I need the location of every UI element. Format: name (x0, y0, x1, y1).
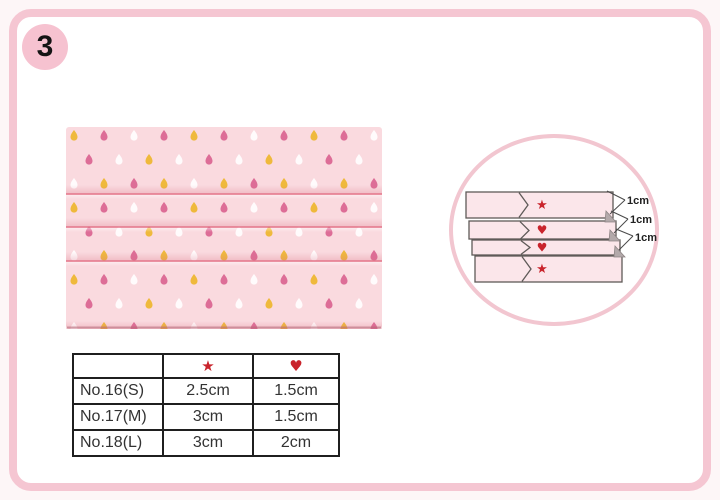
cut-mark (520, 240, 532, 255)
step-number: 3 (36, 30, 54, 63)
measure-label: 1cm (635, 232, 657, 244)
leader-line (615, 228, 634, 251)
pleat-strip (468, 220, 617, 240)
step-number-badge: 3 (22, 24, 68, 70)
heart-value: 1.5cm (252, 377, 340, 405)
fold-wedge (613, 245, 626, 258)
pleat-diagram: ★ ♥ ♥ ★ 1cm 1cm 1cm (465, 190, 657, 283)
header-star-icon: ★ (162, 353, 254, 379)
cut-mark (519, 221, 530, 240)
fold-wedge (608, 229, 621, 242)
pleat-strip (471, 239, 621, 256)
fold-wedge (604, 210, 617, 223)
size-chart-table: ★ ♥ No.16(S) 2.5cm 1.5cm No.17(M) 3cm 1.… (72, 353, 340, 457)
star-value: 2.5cm (162, 377, 254, 405)
star-symbol: ★ (536, 198, 548, 213)
heart-symbol: ♥ (537, 241, 548, 255)
pleat-strip (465, 191, 614, 219)
star-value: 3cm (162, 429, 254, 457)
size-cell: No.17(M) (72, 403, 164, 431)
table-row: No.18(L) 3cm 2cm (72, 429, 340, 457)
size-cell: No.16(S) (72, 377, 164, 405)
size-cell: No.18(L) (72, 429, 164, 457)
header-heart-icon: ♥ (252, 353, 340, 379)
heart-value: 1.5cm (252, 403, 340, 431)
cut-mark (518, 192, 529, 218)
table-row: No.16(S) 2.5cm 1.5cm (72, 377, 340, 405)
star-symbol: ★ (536, 262, 548, 277)
heart-value: 2cm (252, 429, 340, 457)
pleat-diagram-circle: ★ ♥ ♥ ★ 1cm 1cm 1cm (449, 134, 659, 326)
measure-label: 1cm (627, 195, 649, 207)
header-blank (72, 353, 164, 379)
heart-symbol: ♥ (537, 223, 548, 237)
table-row: No.17(M) 3cm 1.5cm (72, 403, 340, 431)
pleat-strip (474, 255, 623, 283)
star-value: 3cm (162, 403, 254, 431)
cut-mark (521, 256, 532, 282)
measure-label: 1cm (630, 214, 652, 226)
pleated-fabric-photo (66, 127, 382, 329)
leader-line (610, 210, 629, 234)
pleat-fold-lines (66, 185, 382, 329)
table-header-row: ★ ♥ (72, 353, 340, 379)
